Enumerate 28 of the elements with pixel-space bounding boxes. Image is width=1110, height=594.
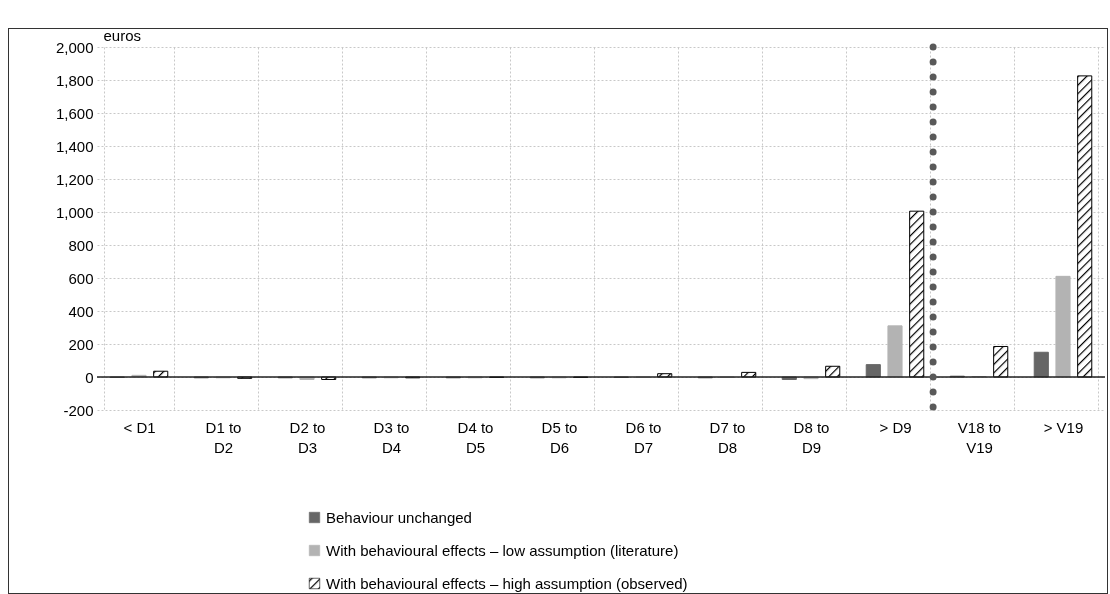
x-tick-label: > D9: [879, 418, 912, 436]
x-tick-label: D8 to D9: [793, 418, 830, 456]
x-tick-label: D6 to D7: [625, 418, 662, 456]
y-tick-label: 200: [68, 335, 94, 353]
y-tick-label: 1,200: [55, 170, 94, 188]
y-tick-label: 800: [68, 236, 94, 254]
x-tick-label: D3 to D4: [373, 418, 410, 456]
x-tick-label: D1 to D2: [205, 418, 242, 456]
y-tick-label: 1,400: [55, 137, 94, 155]
legend-label: With behavioural effects – low assumption (literature): [326, 541, 679, 559]
x-tick-label: D5 to D6: [541, 418, 578, 456]
y-tick-label: 0: [85, 368, 94, 386]
y-tick-label: -200: [63, 401, 94, 419]
y-axis-title: euros: [103, 26, 142, 44]
y-tick-label: 1,800: [55, 71, 94, 89]
x-tick-label: > V19: [1043, 418, 1084, 436]
x-tick-label: V18 to V19: [957, 418, 1002, 456]
y-tick-label: 400: [68, 302, 94, 320]
x-tick-label: D7 to D8: [709, 418, 746, 456]
y-tick-label: 1,600: [55, 104, 94, 122]
y-tick-label: 1,000: [55, 203, 94, 221]
x-tick-label: D4 to D5: [457, 418, 494, 456]
x-tick-label: D2 to D3: [289, 418, 326, 456]
y-tick-label: 600: [68, 269, 94, 287]
x-tick-label: < D1: [123, 418, 156, 436]
y-tick-label: 2,000: [55, 38, 94, 56]
legend-label: With behavioural effects – high assumption (observed): [326, 574, 688, 592]
legend-label: Behaviour unchanged: [326, 508, 472, 526]
